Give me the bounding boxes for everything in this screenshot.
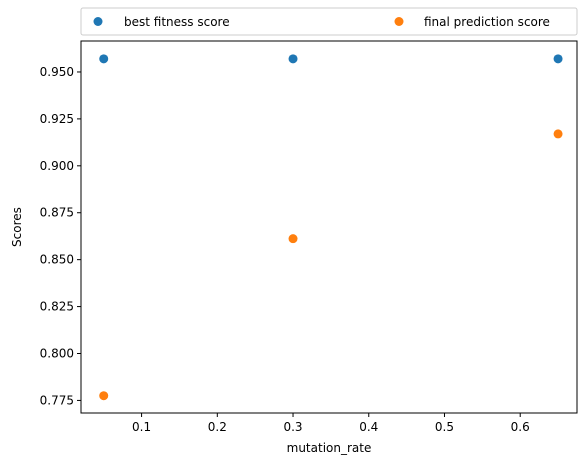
best-fitness-point: [99, 54, 109, 64]
best-fitness-point: [553, 54, 563, 64]
y-axis: 0.775 0.800 0.825 0.850 0.875 0.900 0.925 0.950: [40, 65, 81, 407]
legend-frame: [80, 7, 578, 36]
best-fitness-point: [288, 54, 298, 64]
y-tick-label: 0.800: [40, 347, 74, 361]
x-tick-label: 0.1: [132, 420, 151, 434]
data-points: [99, 54, 563, 401]
x-tick-label: 0.3: [283, 420, 302, 434]
x-tick-label: 0.5: [435, 420, 454, 434]
legend-label-final-prediction: final prediction score: [424, 15, 550, 29]
y-tick-label: 0.900: [40, 159, 74, 173]
final-prediction-point: [553, 129, 563, 139]
final-prediction-point: [99, 391, 109, 401]
y-tick-label: 0.850: [40, 253, 74, 267]
x-axis: 0.1 0.2 0.3 0.4 0.5 0.6: [132, 413, 530, 434]
final-prediction-point: [288, 234, 298, 244]
legend-label-best-fitness: best fitness score: [124, 15, 230, 29]
y-tick-label: 0.875: [40, 206, 74, 220]
x-axis-label: mutation_rate: [287, 441, 372, 455]
legend: best fitness score final prediction scor…: [80, 7, 578, 36]
x-tick-label: 0.2: [208, 420, 227, 434]
y-tick-label: 0.825: [40, 300, 74, 314]
legend-marker-best-fitness: [93, 17, 103, 26]
y-axis-label: Scores: [10, 207, 24, 247]
legend-marker-final-prediction: [394, 17, 404, 26]
plot-area-frame: [80, 40, 578, 414]
y-tick-label: 0.925: [40, 112, 74, 126]
x-tick-label: 0.6: [511, 420, 530, 434]
x-tick-label: 0.4: [359, 420, 378, 434]
y-tick-label: 0.775: [40, 393, 74, 407]
y-tick-label: 0.950: [40, 65, 74, 79]
